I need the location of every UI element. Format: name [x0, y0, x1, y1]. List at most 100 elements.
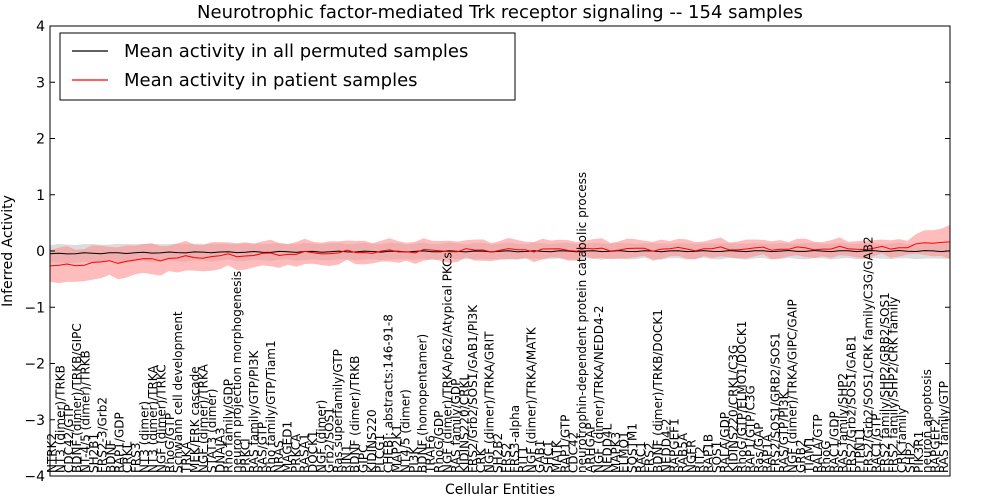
entity-label: RAS/GTP/PI3K: [777, 390, 791, 473]
entity-label: ARHGAP: [584, 423, 598, 473]
legend-entry-permuted: Mean activity in all permuted samples: [124, 41, 468, 62]
entity-label: PI3K: [407, 446, 421, 473]
entity-label: SQSTM1: [626, 423, 640, 473]
entity-label: NGF (dimer)/TRKC: [154, 364, 168, 473]
entity-label: TRAF6: [424, 435, 438, 474]
entity-label: neurotrophin-dependent protein catabolic…: [575, 172, 589, 473]
entity-label: KIDINS220: [365, 409, 379, 473]
entity-label: Rho family/GTP/Tiam1: [264, 340, 278, 473]
entity-label: GRB2: [794, 439, 808, 473]
entity-label: RAP1/GTP: [558, 415, 572, 473]
entity-label: PRKCI: [239, 438, 253, 473]
entity-label: RAPGEF1: [668, 418, 682, 473]
entity-label: Ras/GAP: [752, 423, 766, 473]
entity-label: DNAJA3: [213, 427, 227, 473]
entity-label: RAC1: [634, 441, 648, 473]
entity-label: DOCK1: [306, 430, 320, 473]
entity-label: RhoG/GDP: [432, 411, 446, 473]
entity-label: STAT3 (dimer): [205, 389, 219, 473]
entity-label: FRS2 family/SHP2/CRK family: [887, 297, 901, 473]
entity-label: PTPN11: [853, 427, 867, 473]
entity-label: FRS2: [643, 443, 657, 474]
entity-label: RAS/GTP: [255, 422, 269, 473]
entity-label: MEK/ERK cascade: [188, 366, 202, 473]
entity-label: FRS2/Grb2/SOS1/GAB1/PI3K: [466, 304, 480, 473]
band-patient: [50, 224, 950, 284]
entity-label: NEDD4L: [600, 423, 614, 473]
y-axis: −4 −3 −2 −1 0 1 2 3 4: [24, 19, 950, 485]
entity-label: NT4/5 (dimer): [398, 389, 412, 473]
entity-label: GAB1: [533, 440, 547, 473]
legend-box: [59, 32, 516, 101]
entity-label: NGF (dimer)/TRKA: [197, 363, 211, 473]
entity-label: CDC42/GTP: [62, 404, 76, 473]
entity-label: RAC1/GDP: [828, 411, 842, 473]
entity-label: RAS family/GTP: [937, 381, 951, 473]
entity-label: SOS1: [710, 441, 724, 473]
entity-label: PRKCA: [289, 433, 303, 473]
entity-label: NGF (dimer): [314, 400, 328, 473]
entity-label: NT3 (dimer): [138, 401, 152, 473]
entity-label: CHEBI: abstracts:146-91-8: [382, 314, 396, 473]
y-tick-label: 0: [36, 244, 45, 260]
entity-label: RAP1/GTP/C3G: [744, 385, 758, 473]
entity-label: RAC1/GTP: [870, 414, 884, 473]
entity-label: BDNF (dimer)/TRKB/GIPC: [70, 323, 84, 473]
y-tick-label: −4: [24, 469, 45, 485]
entity-label: MAP2K1: [390, 424, 404, 473]
entity-label: CRKL: [121, 441, 135, 473]
entity-label: SHP2: [903, 441, 917, 473]
entity-label: TRKA: [180, 441, 194, 474]
entity-label: FRS2 family/SHP2/GRB2/SOS1: [878, 292, 892, 473]
entity-label: NGF (dimer)/TRKA/MATK: [525, 326, 539, 473]
entity-label: RAP1A: [760, 433, 774, 473]
entity-label: RALA/GTP: [811, 414, 825, 473]
entity-label: neuron projection morphogenesis: [230, 271, 244, 473]
entity-label: RAS family/GDP: [449, 379, 463, 473]
entity-label: PLCG1: [373, 434, 387, 473]
entity-label: CRK family: [895, 408, 909, 473]
entity-label: BDNF: [104, 440, 118, 473]
entity-label: FRS2: [499, 443, 513, 474]
line-patient: [49, 241, 951, 267]
entity-label: NGFR: [685, 439, 699, 473]
entity-label: RhoG/GTP/ELMO1/DOCK1: [735, 321, 749, 473]
entity-label: FRS3-alpha: [508, 405, 522, 473]
confidence-bands: [50, 224, 950, 284]
y-tick-label: 1: [36, 188, 45, 204]
y-tick-label: 2: [36, 132, 45, 148]
y-tick-label: −2: [24, 357, 45, 373]
y-tick-label: −3: [24, 413, 45, 429]
entity-label: CRK: [474, 447, 488, 473]
entity-label: NT3 (dimer)/TRKB: [53, 365, 67, 473]
entity-label: BDNF (dimer)/TRKB: [348, 356, 362, 473]
y-tick-label: 3: [36, 75, 45, 91]
y-tick-label: 4: [36, 19, 45, 35]
entity-label: RAP1B: [701, 434, 715, 473]
entity-label: Grb2/SOS1: [323, 407, 337, 473]
entity-label: KIDINS220/CRKL: [457, 374, 471, 473]
entity-label: RhoG/GTP: [163, 413, 177, 473]
entity-label: PIK3R1: [912, 431, 926, 473]
entity-label: ELMO1: [617, 431, 631, 473]
entity-label: FRS2/Grb2/SOS1/CRK family/C3G/GAB2: [861, 236, 875, 473]
x-axis-label: Cellular Entities: [445, 482, 555, 498]
chart-title: Neurotrophic factor-mediated Trk recepto…: [197, 2, 803, 23]
entity-label: Ras superfamily/GTP: [331, 349, 345, 473]
entity-label: NRAS: [272, 440, 286, 473]
entity-label: GIPC: [356, 445, 370, 473]
entity-label: NTRK2: [45, 433, 59, 473]
entity-label: FRS2-3/Grb2: [96, 397, 110, 473]
entity-label: SH2B2: [491, 433, 505, 473]
entity-label: neuron apoptosis: [920, 369, 934, 473]
entity-label: RhoG: [819, 440, 833, 473]
entity-label: RASA1: [298, 433, 312, 473]
entity-label: FRS2/SOS1/GRB2/SOS1: [769, 332, 783, 473]
legend-entry-patient: Mean activity in patient samples: [124, 70, 418, 91]
entity-label: NT3 (dimer)/TRKA: [146, 365, 160, 473]
entity-label: NGF (dimer)/TRKA/GRIT: [483, 331, 497, 473]
entity-label: MAPK3: [609, 432, 623, 473]
entity-label: MATK: [550, 439, 564, 473]
